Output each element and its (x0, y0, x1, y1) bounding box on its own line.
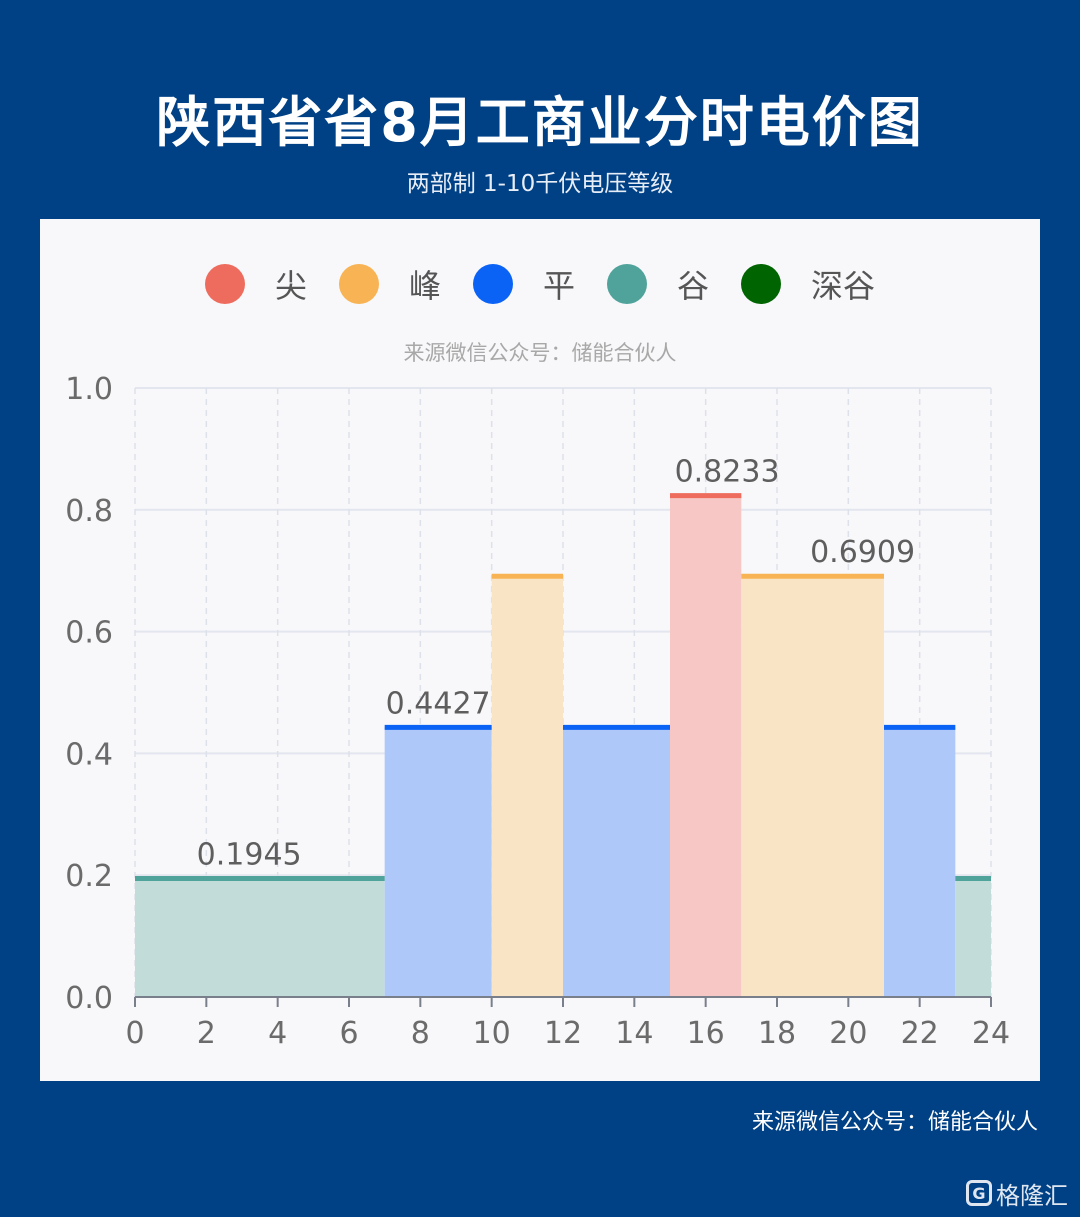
footer-source-note: 来源微信公众号：储能合伙人 (751, 1110, 1038, 1135)
tariff-chart: 0 2 4 6 8 10 12 14 16 18 20 22 240.00.20.40.60.81.00… (65, 372, 1010, 1051)
x-tick-label: 16 (687, 1016, 725, 1051)
legend-item[interactable]: 深谷 (741, 261, 875, 307)
logo-icon: G (966, 1180, 992, 1206)
price-segment (884, 727, 956, 997)
x-tick-label: 10 (473, 1016, 511, 1051)
x-tick-label: 8 (411, 1016, 430, 1051)
legend-marker (204, 264, 245, 304)
price-segment (491, 576, 563, 997)
legend-marker (741, 264, 782, 304)
y-tick-label: 0.4 (65, 737, 113, 772)
price-segment (563, 727, 670, 997)
legend-item[interactable]: 尖 (204, 261, 307, 307)
price-segment (670, 495, 742, 997)
logo-text: 格隆汇 (996, 1181, 1068, 1210)
chart-legend: 尖 峰 平 谷 深谷 (40, 259, 1040, 309)
data-label: 0.1945 (197, 838, 302, 873)
legend-label: 谷 (677, 267, 710, 305)
data-label: 0.8233 (675, 455, 780, 490)
price-segment (955, 878, 991, 997)
legend-label: 尖 (274, 267, 307, 305)
price-segment (135, 878, 385, 997)
y-tick-label: 1.0 (65, 372, 113, 407)
legend-item[interactable]: 平 (472, 261, 575, 307)
price-segment (384, 727, 492, 997)
y-tick-label: 0.0 (65, 981, 113, 1016)
chart-source-note: 来源微信公众号：储能合伙人 (403, 341, 677, 365)
x-tick-label: 14 (615, 1016, 653, 1051)
data-label: 0.6909 (810, 535, 915, 570)
price-segment (741, 576, 884, 997)
data-label: 0.4427 (386, 686, 491, 721)
legend-item[interactable]: 峰 (338, 261, 441, 307)
x-tick-label: 24 (972, 1016, 1010, 1051)
y-tick-label: 0.8 (65, 494, 113, 529)
y-tick-label: 0.6 (65, 616, 113, 651)
x-tick-label: 20 (829, 1016, 867, 1051)
x-tick-label: 0 (125, 1016, 144, 1051)
legend-item[interactable]: 谷 (607, 261, 709, 307)
page-subtitle: 两部制 1-10千伏电压等级 (406, 171, 674, 197)
legend-label: 峰 (408, 267, 441, 305)
legend-marker (338, 264, 379, 304)
legend-marker (472, 264, 513, 304)
x-tick-label: 18 (758, 1016, 796, 1051)
page-title: 陕西省省8月工商业分时电价图 (156, 91, 924, 154)
x-tick-label: 2 (197, 1016, 216, 1051)
chart-panel: 尖峰平谷深谷 来源微信公众号：储能合伙人 0 2 4 6 8 10 12 14 16 18 20 22… (40, 219, 1040, 1081)
x-tick-label: 22 (901, 1016, 939, 1051)
y-tick-label: 0.2 (65, 859, 113, 894)
x-tick-label: 4 (268, 1016, 287, 1051)
x-tick-label: 12 (544, 1016, 582, 1051)
legend-label: 平 (542, 267, 575, 305)
legend-label: 深谷 (811, 267, 876, 305)
brand-logo: G 格隆汇 (966, 1176, 1076, 1210)
x-tick-label: 6 (339, 1016, 358, 1051)
legend-marker (607, 264, 647, 304)
